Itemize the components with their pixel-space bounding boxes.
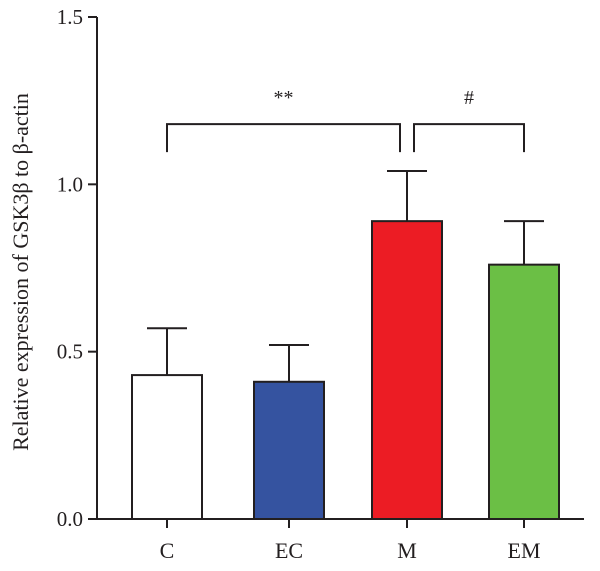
y-tick-label: 0.0: [57, 507, 83, 531]
y-axis-label: Relative expression of GSK3β to β-actin: [8, 93, 33, 451]
bar-ec: [253, 380, 325, 520]
y-tick-label: 1.5: [57, 5, 83, 29]
x-tick-label: C: [160, 538, 175, 563]
significance-bracket: [166, 123, 401, 153]
significance-bracket: [413, 123, 525, 153]
bars: [131, 220, 560, 520]
x-tick-label: EM: [508, 538, 541, 563]
x-tick-label: M: [397, 538, 417, 563]
significance-label: **: [274, 87, 294, 109]
significance-brackets: ** #: [166, 87, 525, 153]
axes: 0.0 0.5 1.0 1.5 C EC M EM: [57, 5, 584, 563]
x-tick-label: EC: [275, 538, 303, 563]
error-bars: [147, 169, 544, 382]
y-tick-label: 1.0: [57, 172, 83, 196]
bar-em: [488, 263, 560, 520]
bar-m: [371, 220, 443, 520]
y-tick-label: 0.5: [57, 340, 83, 364]
bar-c: [131, 374, 203, 520]
significance-label: #: [464, 87, 474, 109]
